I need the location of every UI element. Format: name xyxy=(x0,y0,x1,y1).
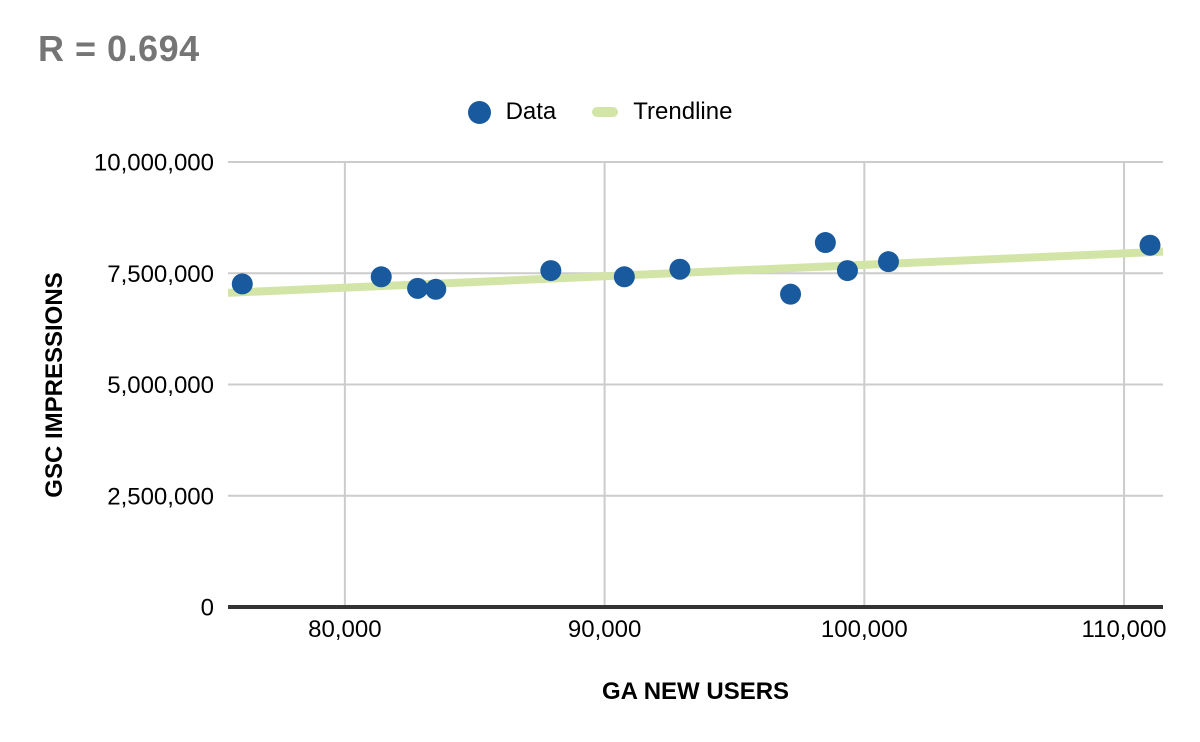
y-tick-label: 7,500,000 xyxy=(107,261,214,288)
data-point xyxy=(669,258,691,280)
data-point xyxy=(407,277,429,299)
data-point xyxy=(836,260,858,282)
legend-label-data: Data xyxy=(505,98,557,125)
data-point xyxy=(370,266,392,288)
legend-item-trendline[interactable]: Trendline xyxy=(592,98,732,126)
data-point xyxy=(540,260,562,282)
y-tick-label: 0 xyxy=(201,595,214,622)
y-axis-title: GSC IMPRESSIONS xyxy=(41,272,68,498)
data-point xyxy=(425,278,447,300)
data-series-swatch-icon xyxy=(467,100,491,124)
x-axis-title: GA NEW USERS xyxy=(601,678,790,705)
y-tick-label: 5,000,000 xyxy=(107,372,214,399)
legend-label-trendline: Trendline xyxy=(633,98,733,125)
data-point xyxy=(877,251,899,273)
data-point xyxy=(814,232,836,254)
chart-title: R = 0.694 xyxy=(38,28,200,69)
trendline-swatch-icon xyxy=(592,107,619,117)
x-tick-label: 100,000 xyxy=(821,616,908,643)
x-tick-label: 90,000 xyxy=(568,616,641,643)
y-tick-label: 2,500,000 xyxy=(107,483,214,510)
legend: Data Trendline xyxy=(0,98,1200,126)
x-tick-label: 110,000 xyxy=(1082,616,1167,643)
legend-item-data[interactable]: Data xyxy=(467,98,557,126)
data-point xyxy=(1139,234,1161,256)
trendline xyxy=(227,247,1164,297)
data-point xyxy=(613,266,635,288)
data-point xyxy=(780,283,802,305)
y-tick-label: 10,000,000 xyxy=(94,150,214,177)
x-tick-label: 80,000 xyxy=(308,616,381,643)
data-point xyxy=(231,273,253,295)
